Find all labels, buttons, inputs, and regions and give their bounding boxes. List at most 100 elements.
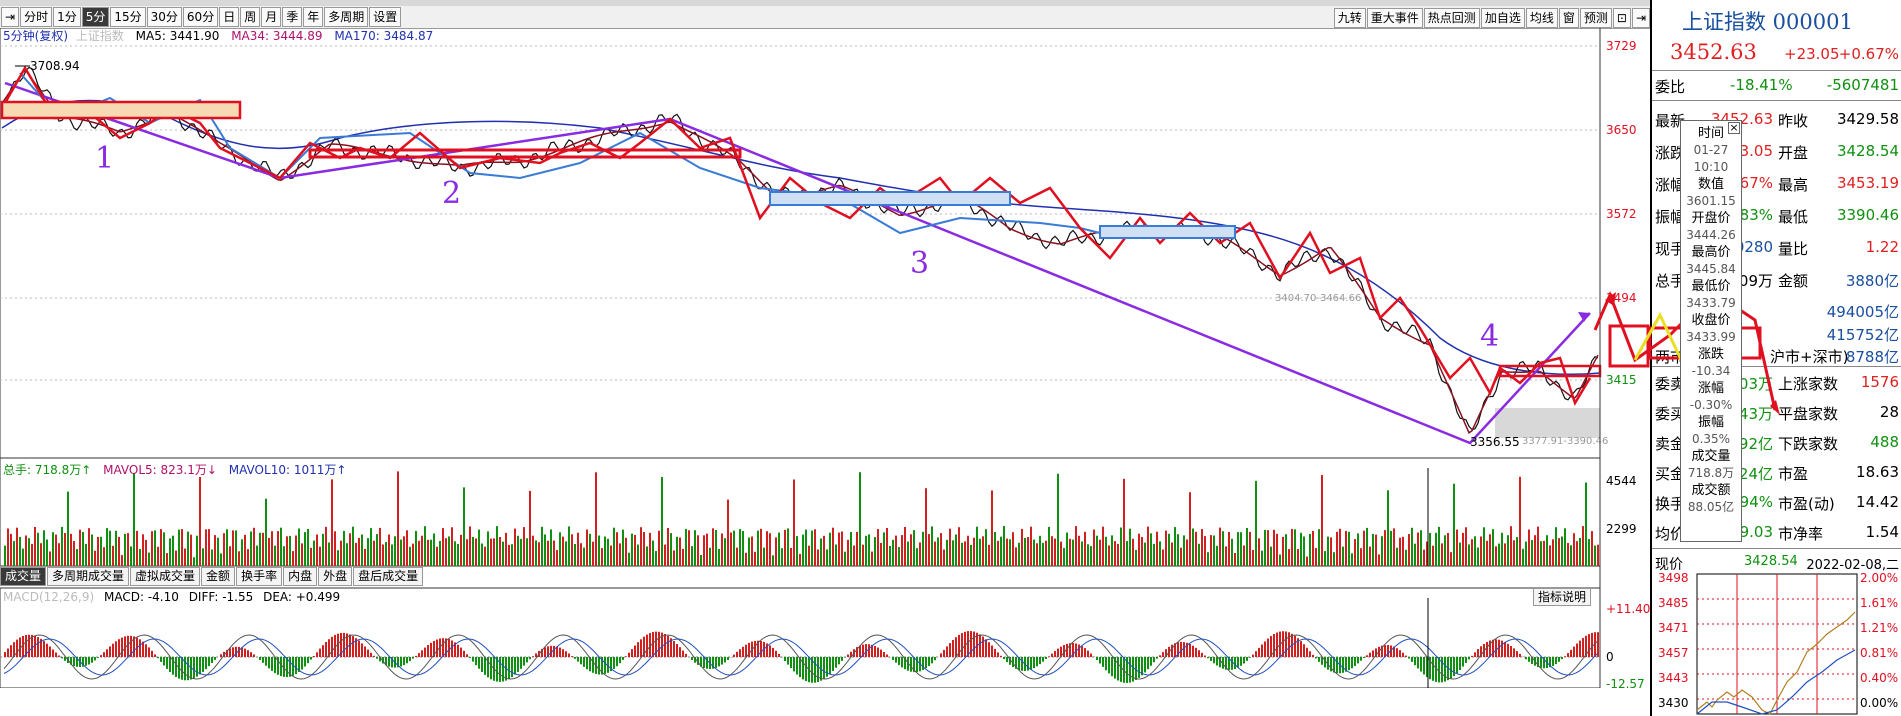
subtab-afterhours[interactable]: 盘后成交量 bbox=[353, 567, 424, 586]
y-tick-3572: 3572 bbox=[1606, 207, 1637, 221]
lock-icon[interactable]: ⊡ bbox=[1612, 8, 1631, 28]
volume-bar bbox=[253, 527, 255, 566]
macd-bar bbox=[403, 657, 405, 666]
ref-label: 3404.70-3464.66 bbox=[1275, 293, 1361, 304]
major-events-button[interactable]: 重大事件 bbox=[1366, 8, 1423, 28]
period-button-multi[interactable]: 多周期 bbox=[324, 7, 369, 27]
period-button-5min[interactable]: 5分 bbox=[81, 7, 110, 27]
volume-bar bbox=[1180, 547, 1182, 566]
macd-bar bbox=[1204, 655, 1206, 657]
macd-bar bbox=[1387, 645, 1389, 657]
macd-bar bbox=[277, 657, 279, 675]
volume-bar bbox=[466, 539, 468, 566]
volume-bar bbox=[802, 534, 804, 566]
macd-bar bbox=[1060, 646, 1062, 657]
consolidation-box-4 bbox=[1099, 225, 1236, 239]
volume-bar bbox=[430, 539, 432, 566]
volume-bar bbox=[361, 534, 363, 566]
macd-bar bbox=[487, 657, 489, 678]
period-button-fenshi[interactable]: 分时 bbox=[20, 7, 53, 27]
volume-bar bbox=[1510, 526, 1512, 566]
moving-average-button[interactable]: 均线 bbox=[1525, 8, 1558, 28]
kline-chart-area[interactable]: 1 2 3 4 3708.94 3356.55 3404.70-3464.66 … bbox=[0, 28, 1650, 688]
volume-bar bbox=[898, 547, 900, 566]
indicator-help-button[interactable]: 指标说明 bbox=[1533, 588, 1592, 606]
close-icon[interactable]: × bbox=[1728, 121, 1740, 134]
hotspot-backtest-button[interactable]: 热点回测 bbox=[1423, 8, 1480, 28]
macd-bar bbox=[676, 644, 678, 657]
macd-bar bbox=[580, 657, 582, 665]
volume-bar bbox=[1447, 533, 1449, 566]
subtab-volume[interactable]: 成交量 bbox=[0, 567, 47, 586]
row-val: 43万 bbox=[1738, 405, 1773, 423]
volume-bar bbox=[1084, 531, 1086, 566]
forecast-button[interactable]: 预测 bbox=[1579, 8, 1612, 28]
volume-bar bbox=[787, 528, 789, 566]
volume-bar bbox=[697, 535, 699, 566]
macd-bar bbox=[1138, 657, 1140, 678]
volume-bar bbox=[964, 541, 966, 566]
macd-bar bbox=[787, 657, 789, 665]
settings-button[interactable]: 设置 bbox=[369, 7, 402, 27]
macd-diff-line bbox=[3, 634, 1598, 680]
row-val2: 488 bbox=[1870, 433, 1899, 451]
macd-bar bbox=[199, 657, 201, 675]
period-button-1min[interactable]: 1分 bbox=[53, 7, 81, 27]
tooltip-amp: 0.35% bbox=[1691, 432, 1731, 446]
nav-arrow-icon[interactable]: ⇥ bbox=[1, 7, 20, 27]
macd-bar bbox=[1537, 657, 1539, 668]
legend-ma170: MA170: 3484.87 bbox=[334, 29, 433, 43]
macd-bar bbox=[160, 657, 162, 662]
macd-bar bbox=[1543, 657, 1545, 669]
macd-bar bbox=[1189, 644, 1191, 657]
volume-bar bbox=[1531, 540, 1533, 566]
macd-bar bbox=[511, 657, 513, 678]
macd-bar bbox=[1315, 657, 1317, 659]
macd-bar bbox=[1165, 649, 1167, 657]
macd-bar bbox=[943, 649, 945, 657]
subtab-multi-volume[interactable]: 多周期成交量 bbox=[47, 567, 130, 586]
period-button-30min[interactable]: 30分 bbox=[146, 7, 182, 27]
volume-bar bbox=[748, 537, 750, 566]
period-button-15min[interactable]: 15分 bbox=[110, 7, 146, 27]
macd-bar bbox=[529, 657, 531, 660]
macd-bar bbox=[1360, 657, 1362, 661]
top-menu-strip bbox=[0, 0, 1901, 6]
row-key: 涨跌 bbox=[1655, 144, 1686, 162]
macd-bar bbox=[208, 657, 210, 667]
macd-bar bbox=[706, 657, 708, 669]
macd-bar bbox=[1150, 657, 1152, 666]
row-key: 委卖 bbox=[1655, 375, 1686, 393]
macd-bar bbox=[289, 657, 291, 677]
volume-bar bbox=[1558, 538, 1560, 566]
macd-bar bbox=[907, 657, 909, 671]
mini-date: 2022-02-08,二 bbox=[1806, 558, 1899, 573]
add-watchlist-button[interactable]: 加自选 bbox=[1480, 8, 1525, 28]
volume-bar bbox=[229, 546, 231, 566]
jiuzhuan-button[interactable]: 九转 bbox=[1333, 8, 1366, 28]
period-button-day[interactable]: 日 bbox=[219, 7, 240, 27]
volume-bar bbox=[826, 549, 828, 566]
period-button-month[interactable]: 月 bbox=[261, 7, 282, 27]
period-button-60min[interactable]: 60分 bbox=[182, 7, 219, 27]
collapse-arrow-icon[interactable]: ⇥ bbox=[1631, 8, 1650, 28]
volume-bar bbox=[841, 531, 843, 566]
mini-intraday-chart[interactable]: 3498 3485 3471 3457 3443 3430 2.00% 1.61… bbox=[1652, 572, 1901, 716]
period-button-year[interactable]: 年 bbox=[303, 7, 324, 27]
subtab-outer[interactable]: 外盘 bbox=[318, 567, 353, 586]
macd-bar bbox=[1222, 657, 1224, 669]
subtab-virtual-volume[interactable]: 虚拟成交量 bbox=[130, 567, 201, 586]
subtab-turnover[interactable]: 换手率 bbox=[236, 567, 283, 586]
subtab-inner[interactable]: 内盘 bbox=[283, 567, 318, 586]
volume-bar bbox=[1582, 526, 1584, 566]
macd-bar bbox=[967, 631, 969, 657]
subtab-amount[interactable]: 金额 bbox=[201, 567, 236, 586]
period-button-quarter[interactable]: 季 bbox=[282, 7, 303, 27]
volume-bar bbox=[61, 526, 63, 566]
macd-bar bbox=[799, 657, 801, 678]
period-button-week[interactable]: 周 bbox=[240, 7, 261, 27]
quote-row: 委卖 03万 上涨家数 1576 bbox=[1652, 366, 1901, 398]
window-button[interactable]: 窗 bbox=[1558, 8, 1579, 28]
volume-bar bbox=[1519, 476, 1521, 566]
row-val: 0280 bbox=[1734, 238, 1773, 256]
